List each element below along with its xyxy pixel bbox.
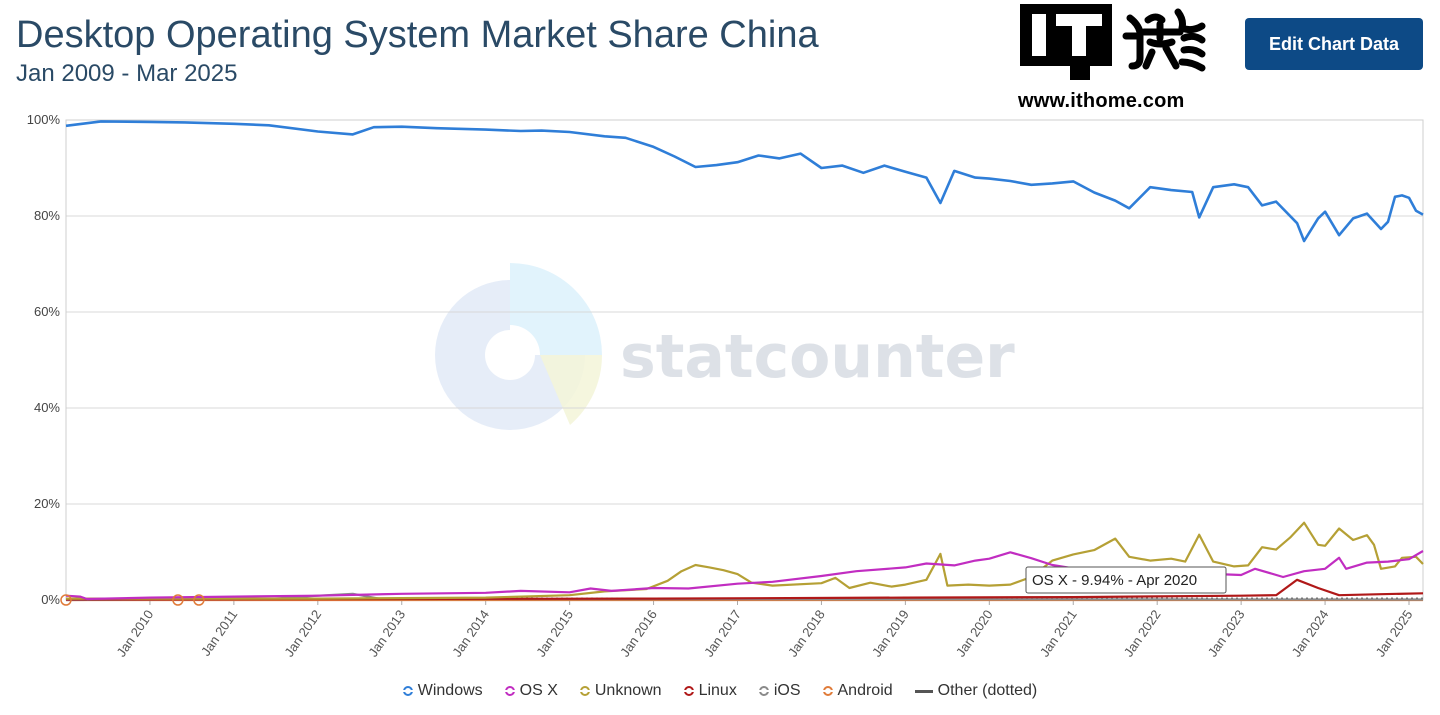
tooltip-box	[1025, 566, 1227, 594]
watermark-logo-ring	[435, 280, 585, 430]
x-tick-label: Jan 2018	[785, 607, 828, 659]
series-line-os-x	[65, 550, 1424, 601]
legend-label: iOS	[773, 682, 801, 699]
x-tick-label: Jan 2022	[1121, 607, 1164, 659]
legend-item-os-x[interactable]: OS X	[499, 682, 558, 700]
legend-circle-icon	[817, 686, 838, 696]
x-tick-label: Jan 2025	[1372, 607, 1415, 659]
x-tick-label: Jan 2016	[617, 607, 660, 659]
legend-label: Android	[837, 682, 893, 699]
tooltip-text: OS X - 9.94% - Apr 2020	[1032, 572, 1197, 589]
legend-label: Linux	[698, 682, 737, 699]
watermark-text: statcounter	[620, 322, 1015, 392]
x-tick-label: Jan 2011	[198, 607, 240, 659]
android-point-marker	[172, 594, 184, 606]
chart-title: Desktop Operating System Market Share Ch…	[16, 14, 819, 56]
line-chart: statcounter 0% 20% 40% 60% 80% 100% Jan 2010 Jan…	[27, 112, 1424, 660]
legend-label: Other (dotted)	[937, 682, 1038, 699]
x-tick-label: Jan 2015	[533, 607, 576, 659]
ithome-logo-mark	[1020, 4, 1206, 80]
ithome-logo: www.ithome.com	[1018, 2, 1208, 114]
x-tick-label: Jan 2017	[701, 607, 744, 659]
chart-legend: Windows OS X Unknown Linux iOS Android Other (…	[0, 682, 1440, 700]
x-tick-label: Jan 2023	[1205, 607, 1248, 659]
edit-chart-data-button[interactable]: Edit Chart Data	[1245, 18, 1423, 70]
legend-circle-icon	[499, 686, 520, 696]
legend-circle-icon	[753, 686, 774, 696]
legend-item-ios[interactable]: iOS	[753, 682, 801, 700]
plot-area	[66, 120, 1423, 600]
legend-circle-icon	[678, 686, 699, 696]
x-tick-label: Jan 2014	[449, 607, 492, 659]
android-point-marker	[60, 594, 72, 606]
ithome-url: www.ithome.com	[1018, 90, 1185, 112]
legend-circle-icon	[397, 686, 418, 696]
y-tick-label: 60%	[34, 304, 60, 319]
android-point-marker	[193, 594, 205, 606]
x-tick-label: Jan 2019	[869, 607, 912, 659]
legend-line-icon	[914, 689, 933, 693]
x-tick-label: Jan 2024	[1289, 607, 1332, 659]
x-tick-label: Jan 2010	[113, 607, 156, 659]
chart-subtitle: Jan 2009 - Mar 2025	[16, 60, 238, 87]
x-tick-label: Jan 2021	[1037, 607, 1080, 659]
x-tick-label: Jan 2012	[281, 607, 324, 659]
watermark-logo-sector	[510, 263, 602, 355]
legend-label: Unknown	[594, 682, 662, 699]
legend-item-other-dotted[interactable]: Other (dotted)	[914, 682, 1038, 700]
series-line-windows	[65, 120, 1424, 243]
series-line-linux	[65, 578, 1424, 601]
legend-item-linux[interactable]: Linux	[678, 682, 737, 700]
y-tick-label: 20%	[34, 496, 60, 511]
legend-circle-icon	[574, 686, 595, 696]
x-tick-label: Jan 2013	[365, 607, 408, 659]
legend-item-unknown[interactable]: Unknown	[574, 682, 662, 700]
legend-label: OS X	[519, 682, 558, 699]
y-tick-label: 40%	[34, 400, 60, 415]
legend-label: Windows	[417, 682, 483, 699]
legend-item-windows[interactable]: Windows	[397, 682, 483, 700]
x-tick-label: Jan 2020	[953, 607, 996, 659]
legend-item-android[interactable]: Android	[817, 682, 893, 700]
y-tick-label: 80%	[34, 208, 60, 223]
y-tick-label: 0%	[41, 592, 60, 607]
watermark-logo-wedge	[540, 355, 603, 425]
y-tick-label: 100%	[27, 112, 61, 127]
